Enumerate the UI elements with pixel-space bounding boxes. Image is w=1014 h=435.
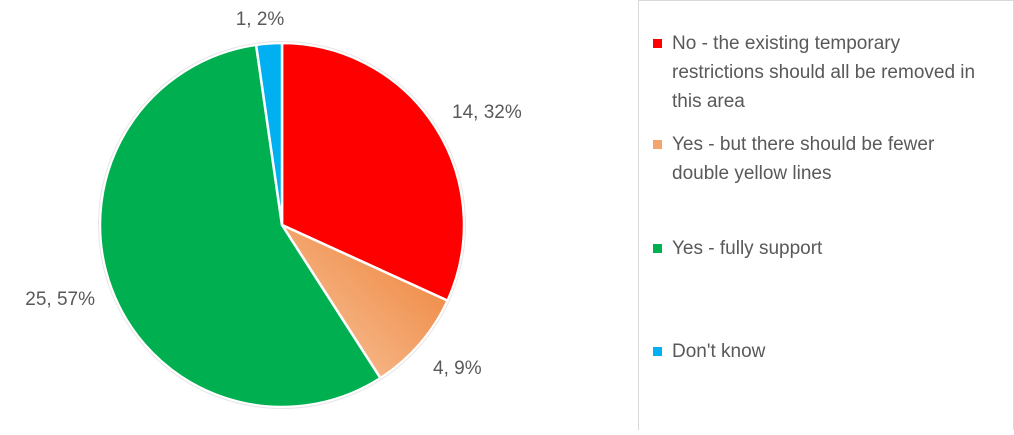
legend-label-no: No - the existing temporary restrictions… [672, 33, 976, 112]
data-label-fully-support: 25, 57% [25, 289, 95, 310]
legend-item-fewer-lines: Yes - but there should be fewer double y… [653, 130, 993, 188]
legend-label-dont-know: Don't know [672, 341, 766, 362]
legend-swatch-no [653, 39, 662, 48]
pie-slices [98, 41, 466, 409]
legend-item-dont-know: Don't know [653, 337, 993, 366]
legend-swatch-dont-know [653, 347, 662, 356]
data-label-fewer-lines: 4, 9% [433, 358, 482, 379]
pie-svg: 14, 32% 4, 9% 25, 57% 1, 2% [25, 9, 522, 409]
pie-slice-fully-support [98, 43, 383, 409]
legend-label-fully-support: Yes - fully support [672, 238, 823, 259]
legend-swatch-fully-support [653, 244, 662, 253]
data-label-no: 14, 32% [452, 102, 522, 123]
legend-label-fewer-lines: Yes - but there should be fewer double y… [672, 134, 935, 184]
pie-data-labels: 14, 32% 4, 9% 25, 57% 1, 2% [25, 9, 522, 379]
data-label-dont-know: 1, 2% [236, 9, 285, 30]
legend-item-no: No - the existing temporary restrictions… [653, 29, 993, 116]
pie-outline [98, 41, 466, 409]
legend: No - the existing temporary restrictions… [638, 0, 1014, 430]
pie-slice-dont-know [254, 41, 284, 226]
legend-swatch-fewer-lines [653, 140, 662, 149]
pie-slice-no [280, 41, 466, 303]
legend-item-fully-support: Yes - fully support [653, 234, 993, 263]
pie-chart: 14, 32% 4, 9% 25, 57% 1, 2% [25, 9, 522, 409]
pie-slice-fewer-lines [278, 222, 450, 380]
